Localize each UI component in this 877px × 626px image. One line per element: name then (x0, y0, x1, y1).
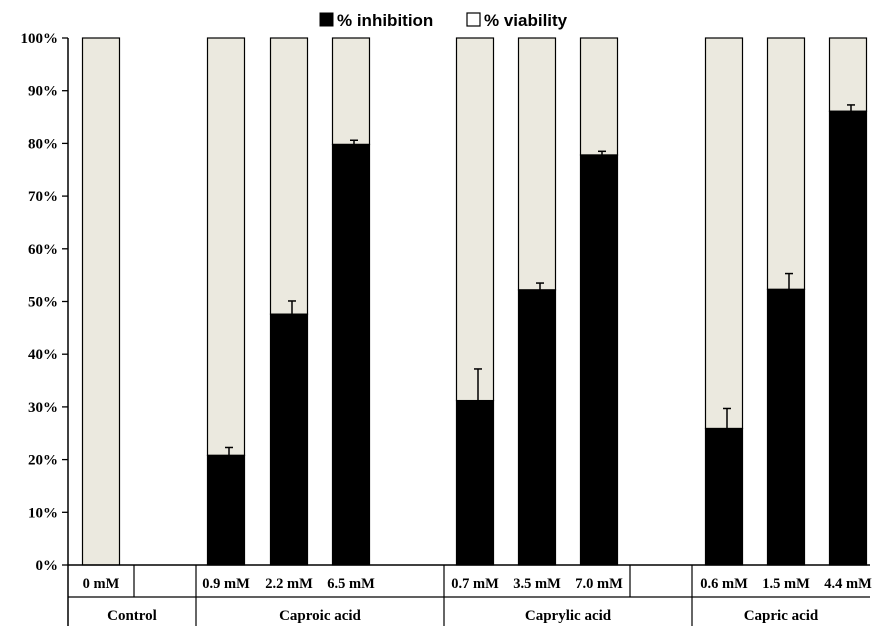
x-tick-label: 6.5 mM (327, 576, 375, 592)
y-tick-label: 60% (28, 242, 58, 258)
inhibition-bar (704, 427, 744, 566)
bars (81, 37, 868, 566)
group-label: Control (107, 608, 157, 624)
viability-bar (81, 37, 121, 566)
inhibition-bar (828, 110, 868, 566)
x-tick-label: 4.4 mM (824, 576, 872, 592)
viability-bar (828, 37, 868, 112)
x-tick-label: 0.7 mM (451, 576, 499, 592)
inhibition-bar (579, 154, 619, 566)
legend-inhibition-label: % inhibition (337, 11, 433, 30)
y-tick-label: 100% (21, 31, 59, 47)
inhibition-bar (766, 288, 806, 566)
legend-viability-swatch (466, 12, 481, 27)
inhibition-bar (206, 454, 246, 566)
y-tick-label: 70% (28, 189, 58, 205)
y-tick-label: 0% (36, 558, 59, 574)
inhibition-bar (455, 399, 495, 566)
x-tick-label: 2.2 mM (265, 576, 313, 592)
viability-bar (269, 37, 309, 315)
x-tick-label: 0.6 mM (700, 576, 748, 592)
y-tick-label: 30% (28, 400, 58, 416)
x-axis: 0 mM 0.9 mM 2.2 mM 6.5 mM 0.7 mM 3.5 mM 7.0 mM… (68, 564, 872, 626)
inhibition-bar (517, 289, 557, 566)
x-tick-label: 3.5 mM (513, 576, 561, 592)
y-tick-label: 80% (28, 136, 58, 152)
group-label: Caprylic acid (525, 608, 612, 624)
viability-bar (704, 37, 744, 430)
group-label: Capric acid (744, 608, 819, 624)
x-tick-label: 0.9 mM (202, 576, 250, 592)
x-tick-label: 1.5 mM (762, 576, 810, 592)
legend: % inhibition % viability (319, 11, 568, 30)
y-tick-label: 20% (28, 453, 58, 469)
y-tick-label: 50% (28, 295, 58, 311)
group-label: Caproic acid (279, 608, 361, 624)
y-tick-label: 10% (28, 505, 58, 521)
y-axis: 0% 10% 20% 30% 40% 50% 60% 70% 80% 90% 100% (21, 31, 69, 626)
y-tick-label: 90% (28, 84, 58, 100)
legend-inhibition-swatch (319, 12, 334, 27)
inhibition-bar (269, 313, 309, 566)
viability-bar (455, 37, 495, 402)
x-tick-label: 7.0 mM (575, 576, 623, 592)
viability-bar (517, 37, 557, 291)
y-tick-label: 40% (28, 347, 58, 363)
inhibition-bar (331, 143, 371, 566)
viability-bar (331, 37, 371, 146)
x-tick-label: 0 mM (83, 576, 120, 592)
viability-bar (206, 37, 246, 456)
viability-bar (766, 37, 806, 290)
viability-bar (579, 37, 619, 156)
legend-viability-label: % viability (484, 11, 568, 30)
